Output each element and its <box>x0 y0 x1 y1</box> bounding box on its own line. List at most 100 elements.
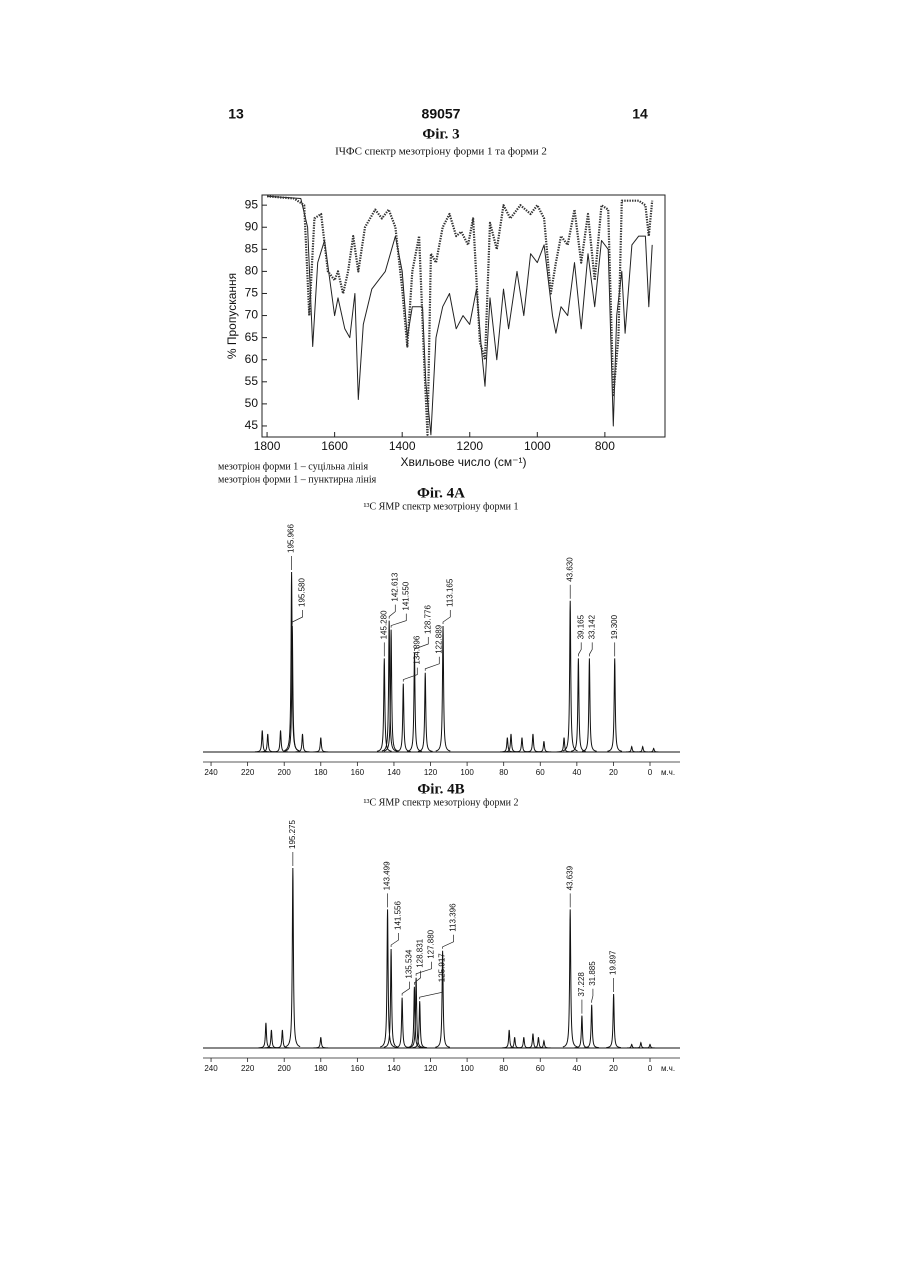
peak <box>407 653 422 751</box>
y-tick-label: 60 <box>245 352 259 366</box>
peak <box>286 868 301 1047</box>
x-tick-label: 220 <box>241 1064 255 1073</box>
x-tick-label: 800 <box>595 439 615 453</box>
legend-entry: мезотріон форми 1 – суцільна лінія <box>218 461 368 472</box>
x-unit: м.ч. <box>661 1064 675 1073</box>
peak <box>634 1043 649 1048</box>
peak-label: 141.550 <box>401 581 410 610</box>
peak-leader <box>578 642 581 656</box>
x-tick-label: 0 <box>648 1064 653 1073</box>
peak-label: 19.897 <box>609 950 618 975</box>
peak <box>575 1016 590 1048</box>
peak <box>646 748 661 752</box>
x-tick-label: 200 <box>278 1064 292 1073</box>
peak <box>571 658 586 751</box>
x-tick-label: 20 <box>609 768 618 777</box>
peak-label: 141.556 <box>394 901 403 930</box>
y-tick-label: 70 <box>245 308 259 322</box>
peak-leader <box>402 982 409 996</box>
peak <box>582 658 597 751</box>
peak <box>563 601 578 751</box>
x-tick-label: 80 <box>499 1064 508 1073</box>
y-tick-label: 75 <box>245 286 259 300</box>
peak-label: 128.776 <box>423 605 432 634</box>
x-tick-label: 40 <box>572 1064 581 1073</box>
figure-title: Фіг. 4А <box>417 485 465 501</box>
peak-label: 43.630 <box>565 557 574 582</box>
x-tick-label: 100 <box>460 1064 474 1073</box>
x-tick-label: 1200 <box>456 439 483 453</box>
peak-label: 128.831 <box>416 938 425 967</box>
legend-entry: мезотріон форми 1 – пунктирна лінія <box>218 474 377 485</box>
document-page: 13 89057 14 Фіг. 3ІЧФС спектр мезотріону… <box>0 0 900 1273</box>
peak-label: 125.917 <box>438 953 447 982</box>
y-tick-label: 55 <box>245 374 259 388</box>
peak-label: 195.580 <box>298 578 307 607</box>
peak <box>607 658 622 751</box>
y-axis-label: % Пропускання <box>225 273 239 359</box>
x-tick-label: 120 <box>424 1064 438 1073</box>
page-number-left: 13 <box>228 106 244 122</box>
peak-label: 113.165 <box>445 578 454 607</box>
x-tick-label: 240 <box>204 1064 218 1073</box>
peak-label: 43.639 <box>565 865 574 890</box>
figure-title: Фіг. 4В <box>417 781 464 797</box>
y-tick-label: 45 <box>245 418 259 432</box>
figure-subtitle: ¹³С ЯМР спектр мезотріону форми 2 <box>363 797 518 808</box>
peak-label: 37.228 <box>577 972 586 997</box>
peak <box>313 1037 328 1048</box>
peak-label: 33.142 <box>587 614 596 639</box>
x-tick-label: 140 <box>387 768 401 777</box>
page-number-right: 14 <box>632 106 648 122</box>
x-tick-label: 100 <box>460 768 474 777</box>
peak-leader <box>443 610 450 624</box>
x-axis-label: Хвильове число (см⁻¹) <box>401 455 527 469</box>
peak <box>395 998 410 1048</box>
x-tick-label: 1000 <box>524 439 551 453</box>
y-tick-label: 80 <box>245 264 259 278</box>
x-tick-label: 40 <box>572 768 581 777</box>
y-tick-label: 95 <box>245 197 259 211</box>
x-tick-label: 1400 <box>389 439 416 453</box>
peak-label: 127.880 <box>427 929 436 958</box>
peak <box>584 1005 599 1048</box>
y-tick-label: 65 <box>245 330 259 344</box>
peak <box>273 730 288 751</box>
spectrum-line <box>267 196 652 434</box>
peak-leader <box>425 657 439 671</box>
x-tick-label: 180 <box>314 1064 328 1073</box>
peak-label: 39.165 <box>576 614 585 639</box>
peak-leader <box>589 642 592 656</box>
x-tick-label: 220 <box>241 768 255 777</box>
peak-label: 135.534 <box>405 949 414 978</box>
x-tick-label: 80 <box>499 768 508 777</box>
peak-leader <box>420 985 443 999</box>
peak-label: 19.300 <box>610 614 619 639</box>
y-tick-label: 85 <box>245 241 259 255</box>
peak-leader <box>292 610 302 624</box>
peak-label: 122.889 <box>434 624 443 653</box>
peak-label: 195.966 <box>287 524 296 553</box>
x-tick-label: 140 <box>387 1064 401 1073</box>
peak <box>515 738 530 752</box>
peak-leader <box>389 605 395 619</box>
peak <box>396 684 411 752</box>
peak-leader <box>592 989 593 1003</box>
peak <box>635 747 650 752</box>
x-tick-label: 60 <box>536 1064 545 1073</box>
figure-subtitle: ¹³С ЯМР спектр мезотріону форми 1 <box>363 501 518 512</box>
peak-label: 142.613 <box>390 572 399 601</box>
x-tick-label: 160 <box>351 768 365 777</box>
peak <box>313 738 328 752</box>
peak <box>516 1037 531 1048</box>
page: { "header": {"left": "13", "center": "89… <box>0 0 900 1273</box>
peak <box>606 994 621 1048</box>
peak <box>563 909 578 1047</box>
peak <box>295 734 310 752</box>
x-tick-label: 60 <box>536 768 545 777</box>
y-tick-label: 90 <box>245 219 259 233</box>
peak <box>624 747 639 752</box>
x-tick-label: 160 <box>351 1064 365 1073</box>
x-tick-label: 240 <box>204 768 218 777</box>
peak-label: 113.396 <box>449 903 458 932</box>
